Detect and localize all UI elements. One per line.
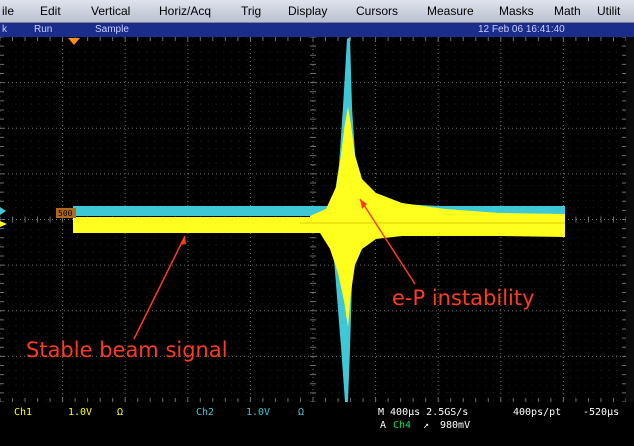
delay-readout[interactable]: -520μs [583, 407, 620, 418]
stable-annotation-arrow-line [133, 235, 186, 340]
menu-cursors[interactable]: Cursors [356, 4, 399, 18]
ch2-ground-marker[interactable] [0, 207, 6, 215]
menu-bar: ile Edit Vertical Horiz/Acq Trig Display… [0, 0, 634, 23]
ch1-scale[interactable]: 1.0V [68, 407, 93, 418]
ch1-coupling: Ω [117, 407, 124, 418]
menu-math[interactable]: Math [554, 4, 581, 18]
ch1-label[interactable]: Ch1 [14, 407, 33, 418]
menu-measure[interactable]: Measure [427, 4, 474, 18]
menu-trig[interactable]: Trig [241, 4, 262, 18]
menu-edit[interactable]: Edit [40, 4, 61, 18]
ch2-coupling: Ω [298, 407, 305, 418]
ch1-waveform [73, 107, 565, 327]
graticule [0, 37, 626, 402]
menu-utilities[interactable]: Utilit [597, 4, 621, 18]
trigger-source[interactable]: Ch4 [393, 420, 412, 431]
trigger-level[interactable]: 980mV [440, 420, 471, 431]
ch2-instability-burst [322, 37, 565, 402]
trigger-position-marker[interactable] [68, 38, 80, 45]
trigger-prefix: A [380, 420, 387, 431]
instability-annotation: e-P instability [392, 286, 535, 310]
instability-annotation-arrow-head [360, 199, 367, 209]
stable-annotation-arrow-head [180, 236, 186, 245]
ch2-level-marker[interactable] [56, 208, 76, 218]
ch1-ground-marker[interactable] [0, 221, 7, 227]
stable-beam-annotation: Stable beam signal [26, 338, 228, 362]
ch1-instability-burst [310, 107, 565, 327]
timebase-readout[interactable]: M 400μs 2.5GS/s [378, 407, 469, 418]
status-mode: k [2, 24, 7, 35]
menu-horiz-acq[interactable]: Horiz/Acq [159, 4, 212, 18]
waveform-display[interactable]: 500 P [0, 37, 626, 402]
status-datetime: 12 Feb 06 16:41:40 [478, 24, 565, 35]
status-run-state: Run [34, 24, 53, 35]
readout-bar: Ch1 1.0V Ω Ch2 1.0V Ω M 400μs 2.5GS/s 40… [0, 402, 634, 446]
status-acq-mode: Sample [95, 24, 129, 35]
menu-vertical[interactable]: Vertical [91, 4, 131, 18]
status-bar: k Run Sample 12 Feb 06 16:41:40 [0, 23, 634, 37]
ch2-waveform [73, 37, 565, 402]
menu-masks[interactable]: Masks [499, 4, 534, 18]
ch2-baseline-band [73, 206, 565, 216]
instability-annotation-arrow-line [359, 198, 416, 285]
right-edge-panel [626, 37, 634, 402]
menu-display[interactable]: Display [288, 4, 328, 18]
ch2-label[interactable]: Ch2 [196, 407, 215, 418]
trigger-slope[interactable]: ↗ [423, 420, 430, 431]
ch2-scale[interactable]: 1.0V [246, 407, 271, 418]
sample-interval-readout: 400ps/pt [513, 407, 562, 418]
menu-file[interactable]: ile [2, 4, 15, 18]
ch2-level-marker-label: 500 [58, 209, 73, 218]
